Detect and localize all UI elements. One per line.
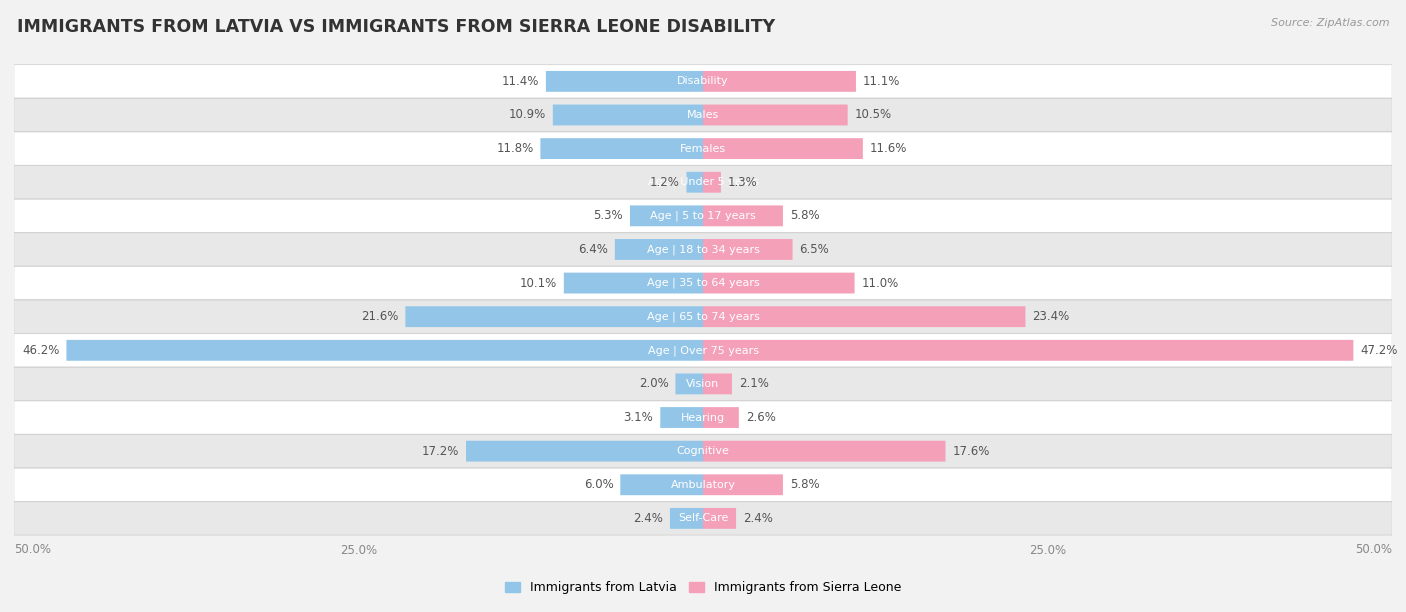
FancyBboxPatch shape	[465, 441, 703, 461]
FancyBboxPatch shape	[553, 105, 703, 125]
FancyBboxPatch shape	[564, 273, 703, 294]
FancyBboxPatch shape	[405, 306, 703, 327]
Text: Source: ZipAtlas.com: Source: ZipAtlas.com	[1271, 18, 1389, 28]
Text: Disability: Disability	[678, 76, 728, 86]
Text: 10.5%: 10.5%	[855, 108, 891, 122]
Text: 50.0%: 50.0%	[14, 543, 51, 556]
FancyBboxPatch shape	[686, 172, 703, 193]
FancyBboxPatch shape	[703, 441, 945, 461]
FancyBboxPatch shape	[14, 233, 1392, 266]
FancyBboxPatch shape	[669, 508, 703, 529]
Text: 11.1%: 11.1%	[863, 75, 900, 88]
Text: 3.1%: 3.1%	[624, 411, 654, 424]
FancyBboxPatch shape	[540, 138, 703, 159]
FancyBboxPatch shape	[614, 239, 703, 260]
Text: Age | Over 75 years: Age | Over 75 years	[648, 345, 758, 356]
Text: 6.0%: 6.0%	[583, 478, 613, 491]
FancyBboxPatch shape	[703, 373, 733, 394]
Text: 6.5%: 6.5%	[800, 243, 830, 256]
Text: 5.8%: 5.8%	[790, 478, 820, 491]
Text: Ambulatory: Ambulatory	[671, 480, 735, 490]
FancyBboxPatch shape	[703, 239, 793, 260]
Text: 10.9%: 10.9%	[509, 108, 546, 122]
Text: 2.6%: 2.6%	[745, 411, 776, 424]
Text: 2.0%: 2.0%	[638, 378, 669, 390]
FancyBboxPatch shape	[66, 340, 703, 360]
Text: Females: Females	[681, 144, 725, 154]
FancyBboxPatch shape	[703, 474, 783, 495]
Text: 11.4%: 11.4%	[502, 75, 538, 88]
Text: 2.4%: 2.4%	[742, 512, 773, 525]
Text: 5.8%: 5.8%	[790, 209, 820, 222]
Text: 17.6%: 17.6%	[952, 445, 990, 458]
Text: 6.4%: 6.4%	[578, 243, 607, 256]
FancyBboxPatch shape	[661, 407, 703, 428]
Legend: Immigrants from Latvia, Immigrants from Sierra Leone: Immigrants from Latvia, Immigrants from …	[499, 576, 907, 599]
Text: 11.0%: 11.0%	[862, 277, 898, 289]
FancyBboxPatch shape	[703, 172, 721, 193]
FancyBboxPatch shape	[703, 508, 737, 529]
Text: 23.4%: 23.4%	[1032, 310, 1070, 323]
Text: 1.2%: 1.2%	[650, 176, 679, 188]
FancyBboxPatch shape	[703, 273, 855, 294]
Text: Age | 5 to 17 years: Age | 5 to 17 years	[650, 211, 756, 221]
Text: 21.6%: 21.6%	[361, 310, 398, 323]
FancyBboxPatch shape	[630, 206, 703, 226]
FancyBboxPatch shape	[620, 474, 703, 495]
FancyBboxPatch shape	[14, 367, 1392, 401]
FancyBboxPatch shape	[14, 401, 1392, 434]
Text: Age | 35 to 64 years: Age | 35 to 64 years	[647, 278, 759, 288]
FancyBboxPatch shape	[703, 105, 848, 125]
FancyBboxPatch shape	[546, 71, 703, 92]
FancyBboxPatch shape	[14, 468, 1392, 501]
FancyBboxPatch shape	[703, 407, 738, 428]
Text: 11.8%: 11.8%	[496, 142, 533, 155]
Text: 11.6%: 11.6%	[870, 142, 907, 155]
Text: 1.3%: 1.3%	[728, 176, 758, 188]
FancyBboxPatch shape	[14, 435, 1392, 468]
Text: Hearing: Hearing	[681, 412, 725, 422]
Text: 2.4%: 2.4%	[633, 512, 664, 525]
FancyBboxPatch shape	[14, 502, 1392, 535]
Text: 2.1%: 2.1%	[738, 378, 769, 390]
Text: Self-Care: Self-Care	[678, 513, 728, 523]
Text: 5.3%: 5.3%	[593, 209, 623, 222]
FancyBboxPatch shape	[675, 373, 703, 394]
FancyBboxPatch shape	[14, 199, 1392, 233]
FancyBboxPatch shape	[14, 266, 1392, 300]
FancyBboxPatch shape	[703, 206, 783, 226]
FancyBboxPatch shape	[703, 71, 856, 92]
Text: Age | Under 5 years: Age | Under 5 years	[648, 177, 758, 187]
Text: IMMIGRANTS FROM LATVIA VS IMMIGRANTS FROM SIERRA LEONE DISABILITY: IMMIGRANTS FROM LATVIA VS IMMIGRANTS FRO…	[17, 18, 775, 36]
Text: 50.0%: 50.0%	[1355, 543, 1392, 556]
Text: Cognitive: Cognitive	[676, 446, 730, 456]
FancyBboxPatch shape	[14, 334, 1392, 367]
Text: Age | 65 to 74 years: Age | 65 to 74 years	[647, 312, 759, 322]
FancyBboxPatch shape	[14, 300, 1392, 334]
FancyBboxPatch shape	[703, 138, 863, 159]
FancyBboxPatch shape	[703, 340, 1354, 360]
FancyBboxPatch shape	[703, 306, 1025, 327]
Text: Vision: Vision	[686, 379, 720, 389]
Text: 17.2%: 17.2%	[422, 445, 460, 458]
Text: 10.1%: 10.1%	[520, 277, 557, 289]
Text: Males: Males	[688, 110, 718, 120]
FancyBboxPatch shape	[14, 99, 1392, 132]
Text: 47.2%: 47.2%	[1360, 344, 1398, 357]
FancyBboxPatch shape	[14, 132, 1392, 165]
Text: Age | 18 to 34 years: Age | 18 to 34 years	[647, 244, 759, 255]
FancyBboxPatch shape	[14, 166, 1392, 199]
Text: 46.2%: 46.2%	[22, 344, 59, 357]
FancyBboxPatch shape	[14, 65, 1392, 98]
